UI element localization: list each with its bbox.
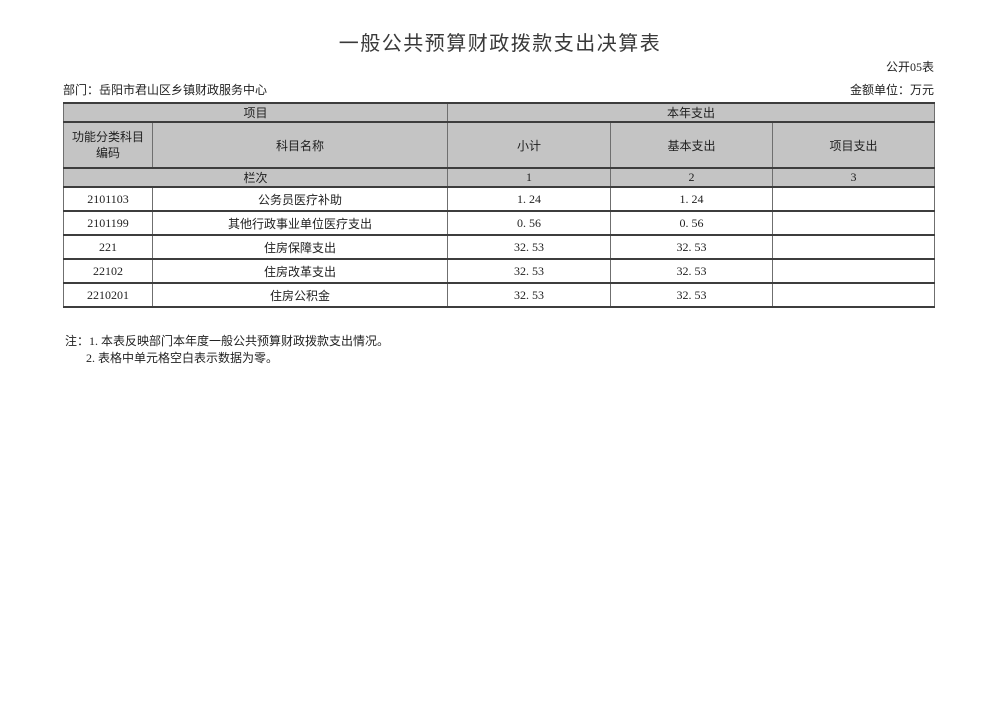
table-row: 22102 住房改革支出 32. 53 32. 53	[63, 258, 936, 284]
row-code-cell: 2101199	[63, 210, 153, 236]
row-name-cell: 其他行政事业单位医疗支出	[151, 210, 449, 236]
note-1: 注：1. 本表反映部门本年度一般公共预算财政拨款支出情况。	[65, 334, 390, 348]
row-code-cell: 221	[63, 234, 153, 260]
header-function-code-column: 功能分类科目 编码	[63, 121, 153, 169]
department-label: 部门：岳阳市君山区乡镇财政服务中心	[63, 83, 268, 97]
row-basic-cell: 1. 24	[610, 186, 774, 212]
table-code-label: 公开05表	[885, 60, 934, 74]
unit-label: 金额单位：万元	[849, 83, 934, 97]
column-index-3: 3	[772, 167, 936, 188]
row-subtotal-cell: 32. 53	[447, 234, 612, 260]
row-project-cell	[772, 210, 936, 236]
row-project-cell	[772, 234, 936, 260]
row-basic-cell: 32. 53	[610, 234, 774, 260]
header-project-expense-column: 项目支出	[772, 121, 936, 169]
table-row: 221 住房保障支出 32. 53 32. 53	[63, 234, 936, 260]
row-code-cell: 22102	[63, 258, 153, 284]
row-subtotal-cell: 32. 53	[447, 282, 612, 308]
header-subtotal-column: 小计	[447, 121, 612, 169]
row-basic-cell: 32. 53	[610, 282, 774, 308]
row-subtotal-cell: 32. 53	[447, 258, 612, 284]
header-project-group: 项目	[62, 102, 449, 123]
row-basic-cell: 32. 53	[610, 258, 774, 284]
note-2: 2. 表格中单元格空白表示数据为零。	[86, 351, 279, 365]
table-row: 2101103 公务员医疗补助 1. 24 1. 24	[63, 186, 936, 212]
row-subtotal-cell: 0. 56	[447, 210, 612, 236]
column-index-label: 栏次	[62, 167, 449, 188]
table-column-index-row: 栏次 1 2 3	[62, 167, 936, 188]
row-code-cell: 2210201	[63, 282, 153, 308]
row-project-cell	[772, 258, 936, 284]
row-basic-cell: 0. 56	[610, 210, 774, 236]
page-title: 一般公共预算财政拨款支出决算表	[338, 33, 662, 55]
table-header-columns-row: 功能分类科目 编码 科目名称 小计 基本支出 项目支出	[63, 121, 936, 169]
row-name-cell: 住房公积金	[151, 282, 449, 308]
column-index-1: 1	[447, 167, 612, 188]
header-basic-expense-column: 基本支出	[610, 121, 774, 169]
footnotes: 注：1. 本表反映部门本年度一般公共预算财政拨款支出情况。 2. 表格中单元格空…	[65, 333, 389, 367]
table-row: 2210201 住房公积金 32. 53 32. 53	[63, 282, 936, 308]
row-subtotal-cell: 1. 24	[447, 186, 612, 212]
row-project-cell	[772, 282, 936, 308]
header-year-expense-group: 本年支出	[447, 102, 936, 123]
header-subject-name-column: 科目名称	[151, 121, 449, 169]
column-index-2: 2	[610, 167, 774, 188]
row-name-cell: 公务员医疗补助	[151, 186, 449, 212]
expenditure-table: 项目 本年支出 功能分类科目 编码 科目名称 小计 基本支出 项目支出 栏次 1…	[62, 102, 936, 308]
table-row: 2101199 其他行政事业单位医疗支出 0. 56 0. 56	[63, 210, 936, 236]
row-name-cell: 住房改革支出	[151, 258, 449, 284]
row-code-cell: 2101103	[63, 186, 153, 212]
row-name-cell: 住房保障支出	[151, 234, 449, 260]
row-project-cell	[772, 186, 936, 212]
meta-row: 部门：岳阳市君山区乡镇财政服务中心 金额单位：万元	[63, 81, 934, 98]
table-header-group-row: 项目 本年支出	[62, 102, 936, 123]
